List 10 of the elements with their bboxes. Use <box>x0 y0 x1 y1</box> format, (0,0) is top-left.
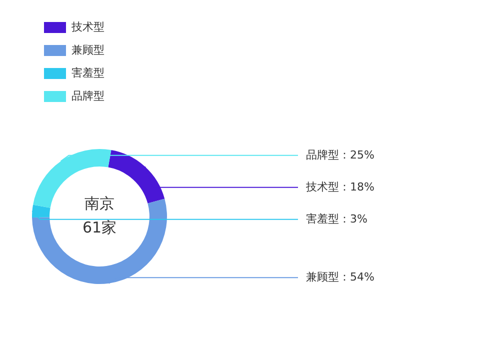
legend-label: 品牌型 <box>72 89 104 102</box>
data-label: 品牌型：25% <box>306 148 374 162</box>
text: 61家 <box>82 218 117 236</box>
data-label: 害羞型：3% <box>306 212 368 226</box>
legend-label: 害羞型 <box>72 66 104 80</box>
text: 南京 <box>84 194 114 212</box>
legend-label: 兼顾型 <box>72 43 104 56</box>
data-label: 兼顾型：54% <box>306 270 374 284</box>
legend-label: 技术型 <box>70 20 104 34</box>
data-label: 技术型：18% <box>305 180 374 194</box>
